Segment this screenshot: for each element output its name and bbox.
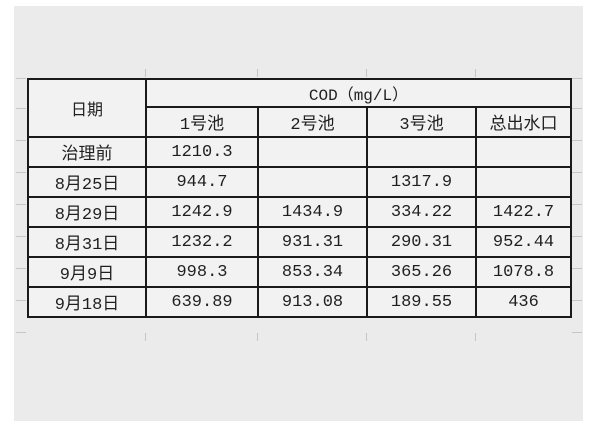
data-cell: 290.31 [366,226,477,258]
gridline-tick [16,300,26,301]
data-cell: 1078.8 [475,256,572,288]
gridline-tick [572,204,582,205]
data-cell [366,136,477,168]
cod-data-table: 日期 COD（mg/L） 1号池 2号池 3号池 总出水口 治理前 1210.3… [27,78,572,318]
data-cell: 952.44 [475,226,572,258]
data-cell: 1434.9 [257,196,368,228]
data-cell: 189.55 [366,286,477,318]
data-cell [475,166,572,198]
table-row: 9月18日 639.89 913.08 189.55 436 [27,286,572,318]
data-cell: 913.08 [257,286,368,318]
gridline-tick [475,69,476,77]
date-column-header: 日期 [27,78,147,138]
gridline-tick [572,332,582,333]
gridline-tick [257,333,258,341]
gridline-tick [572,172,582,173]
data-cell: 1317.9 [366,166,477,198]
row-label: 8月31日 [27,226,147,258]
gridline-tick [366,333,367,341]
gridline-tick [16,108,26,109]
data-cell: 931.31 [257,226,368,258]
gridline-tick [16,78,26,79]
column-header-outlet: 总出水口 [475,106,572,138]
data-cell: 1232.2 [145,226,259,258]
gridline-tick [16,172,26,173]
gridline-tick [475,333,476,341]
data-cell: 1422.7 [475,196,572,228]
data-cell: 365.26 [366,256,477,288]
gridline-tick [257,69,258,77]
column-header-pool1: 1号池 [145,106,259,138]
row-label: 9月18日 [27,286,147,318]
gridline-tick [16,204,26,205]
data-cell: 1242.9 [145,196,259,228]
data-cell: 1210.3 [145,136,259,168]
gridline-tick [572,236,582,237]
data-cell: 436 [475,286,572,318]
data-cell [475,136,572,168]
row-label: 9月9日 [27,256,147,288]
row-label: 8月29日 [27,196,147,228]
gridline-tick [145,69,146,77]
table-row: 8月31日 1232.2 931.31 290.31 952.44 [27,226,572,258]
gridline-tick [572,268,582,269]
data-cell [257,166,368,198]
row-label: 治理前 [27,136,147,168]
gridline-tick [572,108,582,109]
gridline-tick [366,69,367,77]
data-cell: 944.7 [145,166,259,198]
gridline-tick [572,78,582,79]
table-row: 治理前 1210.3 [27,136,572,168]
gridline-tick [16,332,26,333]
gridline-tick [16,236,26,237]
gridline-tick [145,333,146,341]
data-cell [257,136,368,168]
column-header-pool2: 2号池 [257,106,368,138]
table-row: 8月29日 1242.9 1434.9 334.22 1422.7 [27,196,572,228]
data-cell: 853.34 [257,256,368,288]
data-cell: 334.22 [366,196,477,228]
gridline-tick [16,268,26,269]
data-cell: 639.89 [145,286,259,318]
data-cell: 998.3 [145,256,259,288]
row-label: 8月25日 [27,166,147,198]
column-header-pool3: 3号池 [366,106,477,138]
gridline-tick [16,140,26,141]
table-row: 8月25日 944.7 1317.9 [27,166,572,198]
cod-group-header: COD（mg/L） [145,78,572,108]
gridline-tick [572,300,582,301]
gridline-tick [572,140,582,141]
table-row: 9月9日 998.3 853.34 365.26 1078.8 [27,256,572,288]
